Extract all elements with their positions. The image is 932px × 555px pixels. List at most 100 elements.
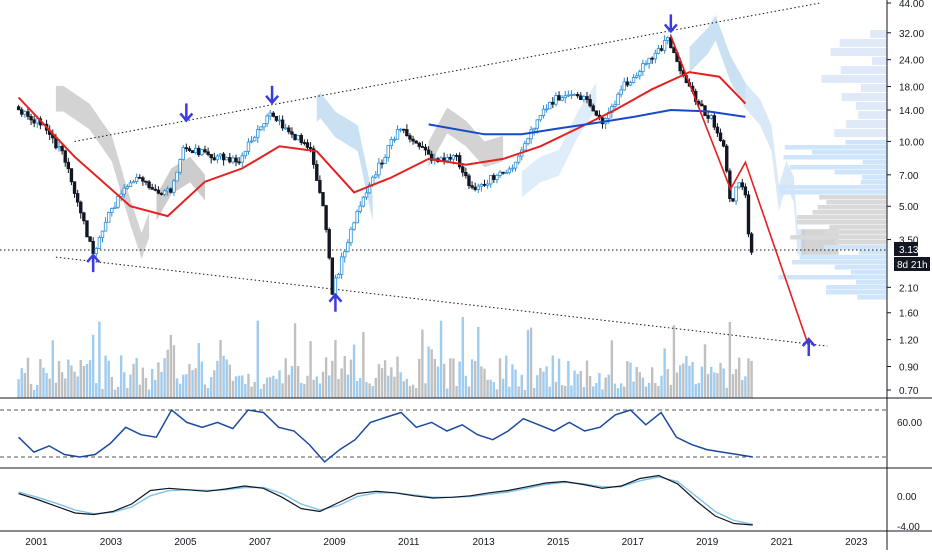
candle-body xyxy=(209,154,213,159)
volume-bar xyxy=(32,389,36,398)
candle-body xyxy=(324,205,328,230)
candle-body xyxy=(234,157,238,163)
time-axis-labels: 2001 2003 2005 2007 2009 2011 2013 2015 2017 2019… xyxy=(25,537,868,548)
volume-profile-bar xyxy=(860,180,887,185)
volume-profile-bar xyxy=(823,245,887,250)
last-price-badge-bg xyxy=(894,242,918,256)
volume-bar xyxy=(442,363,446,398)
candle-body xyxy=(538,115,543,121)
candle-body xyxy=(367,184,372,194)
volume-profile-bar xyxy=(871,57,887,65)
candle-body xyxy=(287,127,291,133)
candle-body xyxy=(743,186,748,196)
volume-bar xyxy=(265,377,269,398)
volume-profile-bar xyxy=(857,295,887,300)
volume-bar xyxy=(654,383,657,398)
price-tick-7.00: 7.00 xyxy=(899,171,919,182)
volume-bar xyxy=(272,375,275,398)
volume-bar xyxy=(194,368,197,398)
arrow-head xyxy=(265,94,280,105)
candle-body xyxy=(594,110,599,116)
volume-bar xyxy=(284,358,287,398)
projection-path xyxy=(670,35,810,347)
candle-body xyxy=(153,188,157,191)
candle-body xyxy=(718,132,723,142)
candle-body xyxy=(737,182,741,188)
candle-body xyxy=(734,186,738,202)
cloud-segment xyxy=(745,82,805,255)
candle-body xyxy=(119,193,123,197)
volume-bar xyxy=(647,382,651,398)
candle-body xyxy=(290,131,294,135)
candle-body xyxy=(82,212,86,222)
candle-body xyxy=(349,228,353,244)
volume-profile-bar xyxy=(839,39,887,47)
volume-profile-bar xyxy=(829,225,887,230)
rsi-pane[interactable]: 60.00 xyxy=(0,397,932,463)
candle-body xyxy=(746,194,751,235)
volume-bar xyxy=(306,375,309,398)
volume-bar xyxy=(237,375,241,398)
candle-body xyxy=(622,81,626,91)
candle-body xyxy=(150,187,154,190)
volume-bar xyxy=(250,386,253,398)
volume-bar xyxy=(213,370,216,398)
volume-profile-bar xyxy=(790,235,887,240)
volume-bar xyxy=(629,362,632,398)
volume-bar xyxy=(560,385,564,398)
volume-profile-bar xyxy=(862,160,887,165)
price-axis[interactable]: 44.00 32.00 24.00 18.00 14.00 10.00 7.00 5.00 3.… xyxy=(886,0,930,550)
candle-body xyxy=(700,103,704,107)
macd-signal-path xyxy=(18,476,753,525)
volume-bar xyxy=(262,383,266,398)
candle-body xyxy=(156,189,161,194)
volume-bar xyxy=(539,367,542,398)
volume-bar xyxy=(570,385,573,398)
volume-bar xyxy=(607,374,610,398)
volume-bar xyxy=(461,316,464,398)
candle-body xyxy=(544,108,549,111)
candle-body xyxy=(308,147,313,150)
candle-body xyxy=(389,139,394,147)
time-axis[interactable]: 2001 2003 2005 2007 2009 2011 2013 2015 2017 2019… xyxy=(0,530,932,548)
volume-bar xyxy=(414,388,418,398)
volume-bar xyxy=(45,373,48,398)
volume-bar xyxy=(328,375,331,398)
candle-body xyxy=(187,148,192,151)
volume-bar xyxy=(517,386,520,398)
volume-profile-bar xyxy=(858,250,887,255)
volume-profile-bar xyxy=(826,200,887,205)
candle-body xyxy=(448,156,453,160)
volume-bar xyxy=(231,380,235,398)
volume-bar xyxy=(660,375,663,398)
candle-body xyxy=(218,153,223,157)
volume-bar xyxy=(564,385,567,398)
candle-body xyxy=(94,248,98,254)
candle-body xyxy=(715,126,720,134)
moving-averages xyxy=(17,71,747,218)
candle-body xyxy=(252,136,257,142)
trendline-1 xyxy=(55,256,828,347)
candle-body xyxy=(88,236,92,242)
volume-bar xyxy=(619,383,623,398)
volume-bar xyxy=(470,359,474,398)
volume-bar xyxy=(303,383,306,398)
candle-body xyxy=(429,153,434,161)
volume-profile-bar xyxy=(799,255,887,260)
volume-profile-bar xyxy=(845,140,887,145)
candle-body xyxy=(706,115,710,119)
macd-pane[interactable]: 0.00 -4.00 xyxy=(0,467,932,533)
cloud-segment xyxy=(521,82,597,198)
candle-body xyxy=(392,138,397,141)
volume-bar xyxy=(716,373,719,398)
volume-bar xyxy=(483,368,486,398)
candle-body xyxy=(26,111,30,117)
candle-body xyxy=(225,157,229,161)
volume-bar xyxy=(427,346,430,398)
candle-body xyxy=(72,181,77,194)
volume-bar xyxy=(585,360,589,398)
candle-body xyxy=(557,95,561,101)
candle-body xyxy=(361,196,366,207)
